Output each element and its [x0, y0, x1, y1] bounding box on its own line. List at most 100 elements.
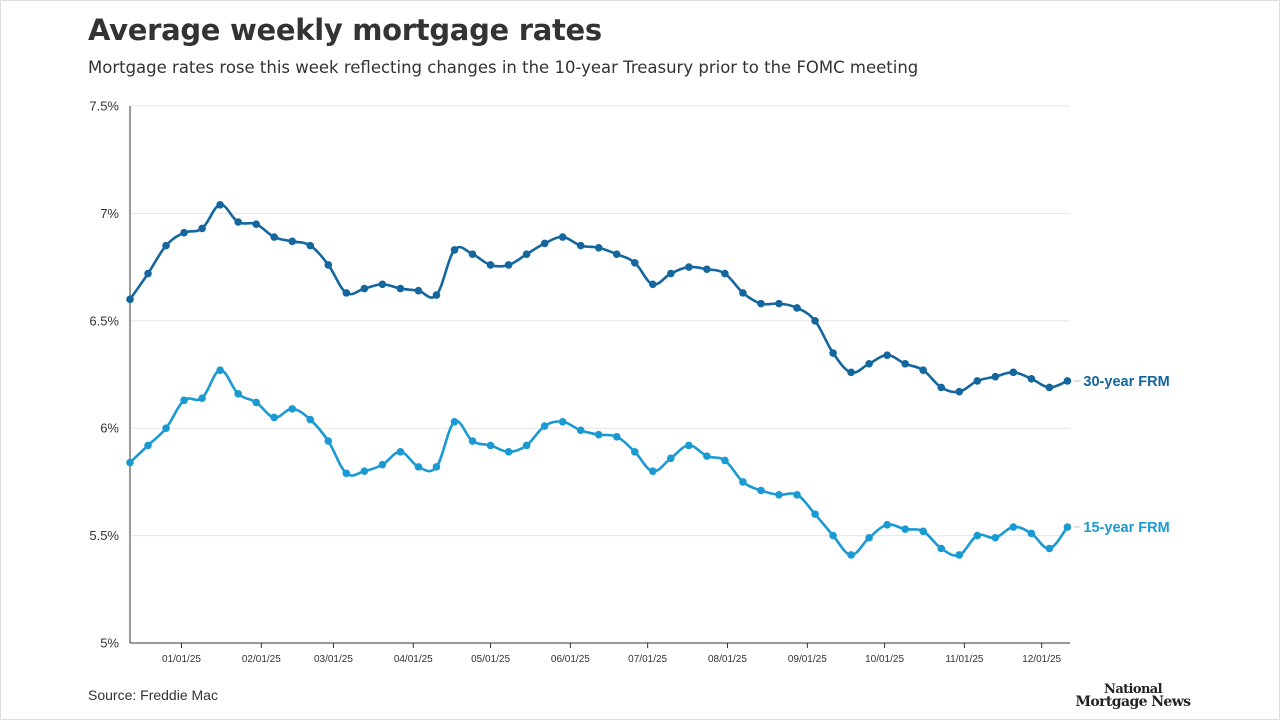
- y-tick-label: 6.5%: [89, 313, 119, 328]
- data-point-15-year-frm: [648, 467, 657, 475]
- series-label-15-year-frm: 15-year FRM: [1083, 520, 1169, 536]
- data-point-15-year-frm: [234, 390, 242, 398]
- data-point-15-year-frm: [612, 432, 621, 441]
- data-point-30-year-frm: [648, 280, 657, 289]
- data-point-15-year-frm: [486, 441, 495, 450]
- data-point-30-year-frm: [793, 304, 801, 312]
- data-point-30-year-frm: [450, 246, 459, 254]
- x-tick-label: 07/01/25: [628, 654, 667, 665]
- data-point-30-year-frm: [612, 250, 621, 259]
- data-point-15-year-frm: [865, 533, 873, 542]
- x-tick-label: 05/01/25: [471, 654, 510, 665]
- data-point-30-year-frm: [721, 269, 729, 278]
- data-point-30-year-frm: [378, 280, 387, 289]
- data-point-15-year-frm: [594, 430, 603, 439]
- data-point-15-year-frm: [576, 426, 585, 435]
- data-point-30-year-frm: [865, 359, 873, 368]
- series-line-30-year-frm: [128, 203, 1069, 394]
- data-point-30-year-frm: [144, 269, 152, 278]
- y-tick-label: 7%: [100, 206, 119, 221]
- data-point-30-year-frm: [576, 241, 585, 250]
- data-point-15-year-frm: [901, 525, 909, 533]
- logo-line-1: National: [1104, 682, 1163, 697]
- data-point-15-year-frm: [360, 467, 369, 475]
- data-point-30-year-frm: [306, 241, 315, 250]
- data-point-15-year-frm: [396, 448, 405, 456]
- data-point-15-year-frm: [685, 441, 693, 450]
- data-point-30-year-frm: [630, 259, 639, 267]
- data-point-15-year-frm: [198, 394, 206, 402]
- data-point-15-year-frm: [522, 441, 531, 450]
- data-point-15-year-frm: [144, 441, 152, 450]
- series-label-30-year-frm: 30-year FRM: [1083, 374, 1169, 390]
- data-point-15-year-frm: [342, 469, 351, 478]
- data-point-15-year-frm: [252, 398, 260, 407]
- data-point-30-year-frm: [775, 299, 783, 308]
- data-point-30-year-frm: [252, 220, 260, 228]
- data-point-15-year-frm: [937, 544, 946, 553]
- data-point-30-year-frm: [1009, 368, 1018, 377]
- data-point-30-year-frm: [234, 218, 242, 226]
- series-line-15-year-frm: [128, 368, 1069, 557]
- data-point-30-year-frm: [901, 359, 909, 368]
- source-note: Source: Freddie Mac: [88, 687, 218, 703]
- y-axis: 5% 5.5% 6% 6.5% 7% 7.5%: [89, 99, 131, 651]
- data-point-15-year-frm: [793, 490, 801, 499]
- data-point-30-year-frm: [216, 201, 224, 209]
- data-point-30-year-frm: [991, 372, 1000, 381]
- data-point-15-year-frm: [1063, 523, 1072, 531]
- data-point-30-year-frm: [468, 250, 477, 259]
- y-tick-label: 5%: [100, 636, 119, 651]
- data-point-30-year-frm: [594, 243, 603, 252]
- data-point-30-year-frm: [360, 284, 369, 293]
- data-point-30-year-frm: [414, 286, 423, 295]
- data-point-15-year-frm: [180, 396, 188, 405]
- data-point-15-year-frm: [414, 463, 423, 471]
- x-tick-label: 04/01/25: [394, 654, 433, 665]
- data-point-15-year-frm: [1009, 523, 1018, 531]
- data-point-30-year-frm: [685, 263, 693, 271]
- data-point-30-year-frm: [162, 241, 170, 250]
- data-point-30-year-frm: [1045, 383, 1054, 392]
- x-tick-label: 03/01/25: [314, 654, 353, 665]
- series-labels: 30-year FRM 15-year FRM: [1073, 374, 1170, 536]
- data-point-15-year-frm: [540, 422, 549, 430]
- data-point-30-year-frm: [504, 261, 513, 269]
- data-point-15-year-frm: [757, 486, 765, 495]
- y-tick-label: 7.5%: [89, 99, 119, 114]
- data-point-30-year-frm: [703, 265, 711, 274]
- data-point-15-year-frm: [721, 456, 729, 465]
- series-lines: [126, 201, 1072, 559]
- data-point-30-year-frm: [1063, 377, 1072, 385]
- data-point-15-year-frm: [883, 521, 891, 529]
- chart-title: Average weekly mortgage rates: [88, 13, 602, 47]
- data-point-30-year-frm: [955, 387, 964, 396]
- data-point-15-year-frm: [1027, 529, 1036, 538]
- data-point-15-year-frm: [270, 413, 279, 422]
- data-point-30-year-frm: [486, 261, 495, 269]
- x-tick-label: 02/01/25: [242, 654, 281, 665]
- x-axis: 01/01/25 02/01/25 03/01/25 04/01/25 05/01/25…: [130, 642, 1070, 665]
- data-point-15-year-frm: [847, 551, 855, 559]
- x-tick-label: 08/01/25: [708, 654, 747, 665]
- data-point-30-year-frm: [847, 368, 855, 377]
- data-point-30-year-frm: [540, 239, 549, 248]
- data-point-30-year-frm: [973, 377, 982, 385]
- data-point-30-year-frm: [126, 295, 134, 304]
- data-point-15-year-frm: [955, 551, 964, 559]
- data-point-30-year-frm: [288, 237, 297, 246]
- data-point-30-year-frm: [739, 289, 747, 297]
- data-point-30-year-frm: [396, 284, 405, 293]
- data-point-15-year-frm: [919, 527, 928, 536]
- data-point-15-year-frm: [973, 531, 982, 540]
- data-point-15-year-frm: [703, 452, 711, 460]
- x-tick-label: 11/01/25: [945, 654, 984, 665]
- data-point-15-year-frm: [811, 510, 819, 518]
- data-point-15-year-frm: [775, 490, 783, 499]
- data-point-30-year-frm: [919, 366, 928, 375]
- x-tick-label: 10/01/25: [865, 654, 904, 665]
- data-point-30-year-frm: [270, 233, 279, 241]
- data-point-15-year-frm: [829, 531, 837, 540]
